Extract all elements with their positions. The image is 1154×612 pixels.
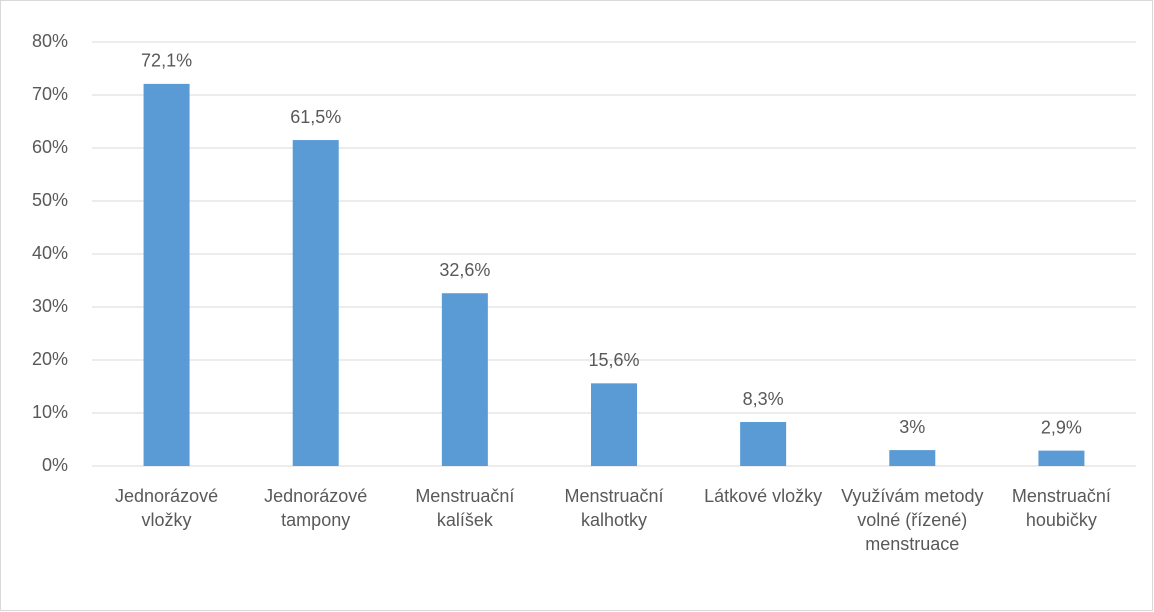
data-label: 61,5% (290, 107, 341, 127)
y-tick-label: 0% (42, 455, 68, 475)
x-tick-label: Menstruační kalhotky (564, 486, 664, 530)
data-label: 72,1% (141, 51, 192, 71)
y-tick-label: 50% (32, 190, 68, 210)
bar (1038, 450, 1085, 466)
x-tick-label: Jednorázové vložky (115, 486, 219, 530)
bar (889, 450, 936, 466)
bar (441, 293, 488, 466)
bar (143, 83, 190, 467)
x-tick-label: Menstruační kalíšek (415, 486, 515, 530)
y-tick-label: 60% (32, 137, 68, 157)
y-tick-label: 80% (32, 31, 68, 51)
x-tick-label: Využívám metody volné (řízené) menstruac… (841, 486, 984, 554)
bar (740, 422, 787, 466)
y-tick-label: 70% (32, 84, 68, 104)
y-tick-label: 20% (32, 349, 68, 369)
x-tick-label: Látkové vložky (704, 486, 823, 506)
x-tick-label: Menstruační houbičky (1011, 486, 1111, 530)
data-label: 8,3% (743, 389, 784, 409)
bar (591, 383, 637, 466)
y-tick-label: 10% (32, 402, 68, 422)
data-label: 2,9% (1041, 417, 1082, 437)
data-label: 15,6% (588, 350, 639, 370)
data-label: 3% (899, 417, 925, 437)
y-tick-label: 40% (32, 243, 68, 263)
bar (292, 140, 339, 467)
y-tick-label: 30% (32, 296, 68, 316)
data-label: 32,6% (439, 260, 490, 280)
x-tick-label: Jednorázové tampony (264, 486, 368, 530)
